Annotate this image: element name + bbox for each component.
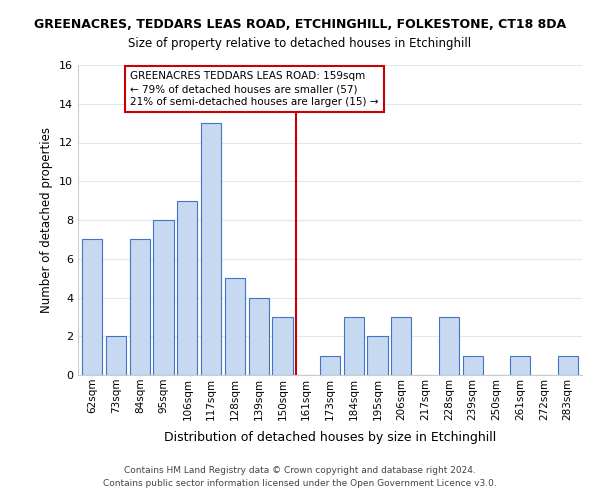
Bar [439, 317, 459, 375]
Bar [391, 317, 412, 375]
Y-axis label: Number of detached properties: Number of detached properties [40, 127, 53, 313]
Bar [225, 278, 245, 375]
Text: Contains HM Land Registry data © Crown copyright and database right 2024.
Contai: Contains HM Land Registry data © Crown c… [103, 466, 497, 487]
Bar [320, 356, 340, 375]
Text: GREENACRES, TEDDARS LEAS ROAD, ETCHINGHILL, FOLKESTONE, CT18 8DA: GREENACRES, TEDDARS LEAS ROAD, ETCHINGHI… [34, 18, 566, 30]
Bar [557, 356, 578, 375]
X-axis label: Distribution of detached houses by size in Etchinghill: Distribution of detached houses by size … [164, 431, 496, 444]
Bar [154, 220, 173, 375]
Bar [248, 298, 269, 375]
Text: GREENACRES TEDDARS LEAS ROAD: 159sqm
← 79% of detached houses are smaller (57)
2: GREENACRES TEDDARS LEAS ROAD: 159sqm ← 7… [130, 71, 379, 107]
Bar [272, 317, 293, 375]
Bar [344, 317, 364, 375]
Bar [177, 200, 197, 375]
Bar [463, 356, 483, 375]
Bar [82, 240, 103, 375]
Text: Size of property relative to detached houses in Etchinghill: Size of property relative to detached ho… [128, 38, 472, 51]
Bar [201, 123, 221, 375]
Bar [510, 356, 530, 375]
Bar [106, 336, 126, 375]
Bar [367, 336, 388, 375]
Bar [130, 240, 150, 375]
